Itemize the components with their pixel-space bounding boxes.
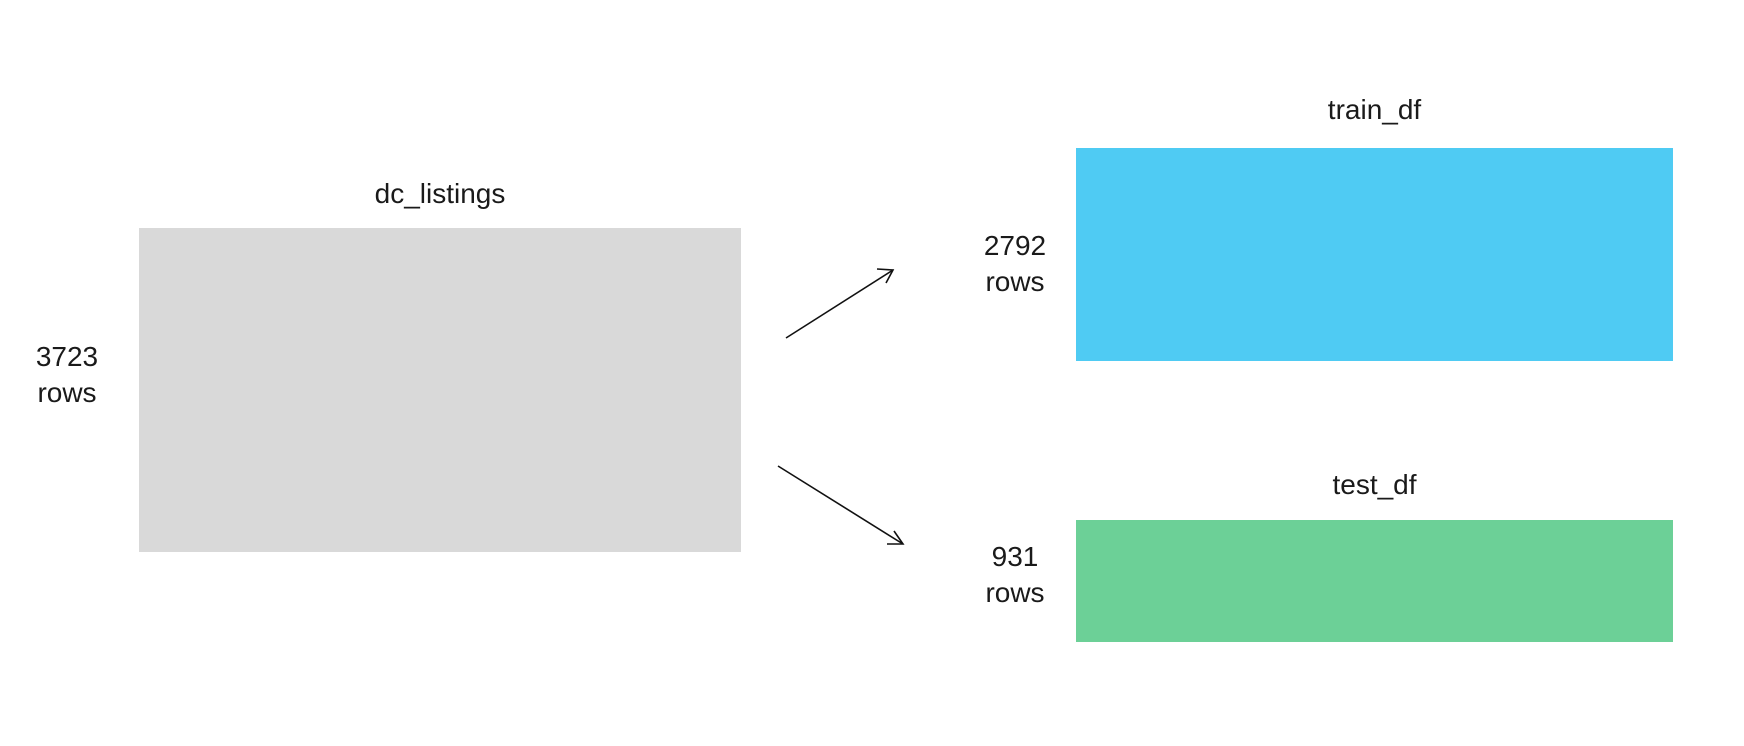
source-row-count: 3723 rows (22, 339, 112, 411)
test-row-count: 931 rows (970, 539, 1060, 611)
train-count-value: 2792 (983, 230, 1047, 261)
train-count-unit: rows (985, 266, 1045, 297)
train-dataframe-block (1076, 148, 1673, 361)
test-count-unit: rows (985, 577, 1045, 608)
arrow-to-test (777, 465, 905, 545)
train-row-count: 2792 rows (970, 228, 1060, 300)
source-title: dc_listings (374, 178, 506, 209)
source-count-unit: rows (37, 377, 97, 408)
test-dataframe-block (1076, 520, 1673, 642)
train-title: train_df (1327, 94, 1422, 125)
source-dataframe-block (139, 228, 741, 552)
arrow-to-train (785, 268, 895, 339)
test-title: test_df (1332, 469, 1417, 500)
source-count-value: 3723 (35, 341, 99, 372)
test-count-value: 931 (991, 541, 1039, 572)
